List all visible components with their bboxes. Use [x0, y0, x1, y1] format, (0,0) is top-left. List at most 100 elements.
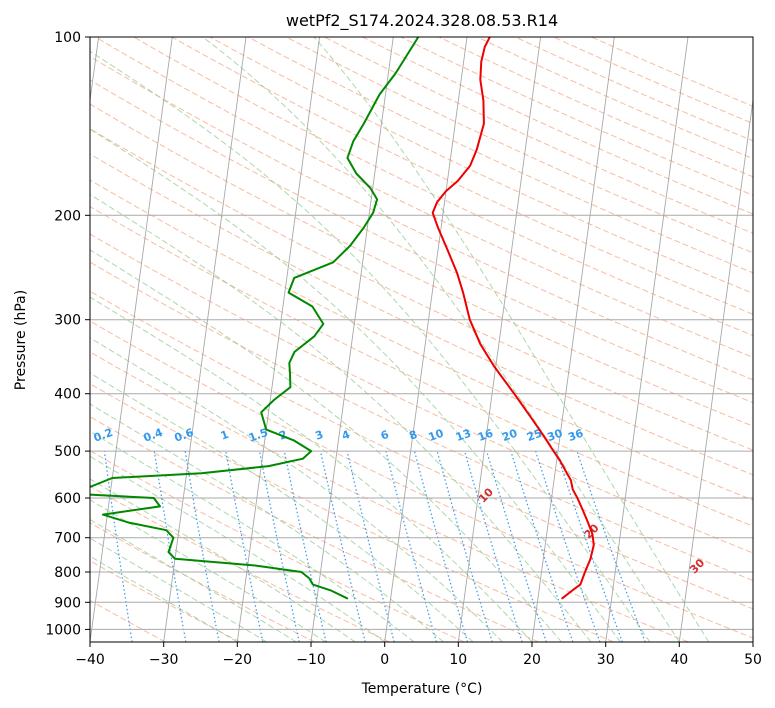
mixing-ratio-line — [576, 450, 646, 642]
y-axis-label: Pressure (hPa) — [13, 290, 29, 390]
mixing-ratio-line — [385, 450, 437, 642]
x-tick-label: −40 — [75, 652, 105, 668]
mixing-ratio-label: 0.4 — [142, 426, 165, 445]
pressure-gridlines — [90, 37, 753, 630]
dry-adiabat-line — [90, 261, 753, 582]
mixing-ratio-label: 1 — [219, 428, 231, 443]
mixing-ratio-label: 6 — [379, 428, 391, 443]
mixing-ratio-line — [535, 450, 601, 642]
x-tick-label: 20 — [523, 652, 541, 668]
moist-adiabat-line — [90, 193, 592, 642]
mixing-ratio-label: 0.2 — [92, 426, 115, 445]
moist-adiabat-line — [90, 296, 533, 642]
y-tick-label: 1000 — [45, 622, 81, 638]
moist-adiabat-line — [90, 249, 562, 642]
dry-adiabat-line — [90, 485, 390, 642]
isotherm-line — [678, 96, 753, 642]
y-tick-label: 900 — [54, 595, 81, 611]
dry-adiabat-line — [90, 522, 315, 642]
dry-adiabat-line — [286, 37, 753, 254]
reference-line-labels: 0.1 0.2 0.4 0.6 1 1.5 2 3 4 6 8 10 13 16 20 25 30 3610203… — [45, 426, 708, 577]
y-tick-label: 400 — [54, 387, 81, 403]
dry-adiabat-line — [324, 37, 753, 234]
mixing-ratio-line — [464, 450, 523, 642]
mixing-ratio-line — [184, 451, 220, 642]
mixing-ratio-lines — [103, 450, 646, 642]
mixing-ratio-line — [413, 450, 469, 642]
y-tick-label: 300 — [54, 313, 81, 329]
mixing-ratio-label: 36 — [566, 426, 585, 444]
y-tick-label: 800 — [54, 565, 81, 581]
moist-adiabat-line — [202, 37, 680, 642]
sounding-series — [90, 37, 595, 600]
dry-adiabats — [90, 37, 753, 642]
moist-adiabat-line — [313, 37, 710, 642]
mixing-ratio-label: 25 — [525, 427, 544, 444]
dry-adiabat-line — [476, 37, 753, 160]
isotherm-line — [90, 37, 173, 642]
dry-adiabat-line — [133, 37, 753, 337]
dry-adiabat-line — [90, 79, 753, 404]
y-tick-label: 700 — [54, 531, 81, 547]
isotherm-line — [310, 37, 394, 642]
mixing-ratio-line — [103, 451, 133, 642]
plot-frame — [89, 36, 754, 643]
moist-adiabat-line — [90, 537, 268, 642]
isotherms — [90, 37, 753, 642]
moist-adiabat-line — [90, 128, 621, 642]
mixing-ratio-line — [346, 450, 395, 642]
mixing-ratio-line — [319, 450, 366, 642]
dry-adiabat-line — [362, 37, 753, 215]
mixing-ratio-label: 10 — [427, 426, 446, 444]
mixing-ratio-line — [555, 450, 623, 642]
dry-adiabat-line — [90, 153, 753, 476]
dry-adiabat-line — [90, 128, 753, 451]
x-tick-label: 30 — [597, 652, 615, 668]
dry-adiabat-line — [90, 56, 753, 381]
dry-adiabat-line — [90, 233, 753, 554]
x-tick-label: 0 — [380, 652, 389, 668]
moist-adiabat-line — [90, 50, 651, 642]
dry-adiabat-line — [90, 416, 540, 642]
x-tick-label: 40 — [670, 652, 688, 668]
chart-title: wetPf2_S174.2024.328.08.53.R14 — [286, 11, 558, 31]
moist-adiabat-line — [90, 337, 503, 642]
isotherm-line — [384, 37, 468, 642]
x-axis-label: Temperature (°C) — [361, 681, 483, 697]
temperature-line — [431, 37, 595, 600]
dry-adiabat-line — [90, 205, 753, 527]
mixing-ratio-line — [258, 450, 300, 642]
x-tick-label: −30 — [149, 652, 179, 668]
dry-adiabat-line — [438, 37, 753, 178]
x-tick-label: −20 — [223, 652, 253, 668]
x-tick-label: −10 — [296, 652, 326, 668]
mixing-ratio-label: 0.6 — [173, 426, 196, 445]
y-tick-label: 200 — [54, 208, 81, 224]
dry-adiabat-line — [90, 383, 614, 642]
mixing-ratio-label: 1.5 — [247, 426, 270, 445]
moist-adiabat-line — [90, 372, 474, 642]
dry-adiabat-line — [90, 179, 753, 501]
mixing-ratio-label: 3 — [313, 428, 325, 443]
mixing-ratio-label: 4 — [340, 428, 352, 443]
moist-adiabats — [90, 37, 710, 642]
isotherm-line — [457, 37, 542, 642]
isotherm-line — [163, 37, 247, 642]
dry-adiabat-line — [90, 320, 753, 639]
y-tick-label: 600 — [54, 491, 81, 507]
x-tick-label: 10 — [449, 652, 467, 668]
isotherm-line — [531, 37, 615, 642]
dry-adiabat-line — [514, 37, 753, 142]
dewpoint-line — [90, 37, 420, 600]
dry-adiabat-line — [95, 37, 753, 358]
dry-adiabat-line — [400, 37, 753, 196]
y-tick-label: 500 — [54, 444, 81, 460]
isotherm-line — [236, 37, 321, 642]
mixing-ratio-label: 30 — [545, 426, 564, 444]
axes: −40 −30 −20 −10 0 10 20 30 40 5010020030040050060… — [45, 30, 762, 668]
mixing-ratio-label: 0.1 — [45, 426, 68, 445]
dry-adiabat-line — [247, 37, 753, 274]
moist-adiabat-line — [90, 518, 297, 642]
mixing-ratio-label: 16 — [476, 426, 495, 444]
